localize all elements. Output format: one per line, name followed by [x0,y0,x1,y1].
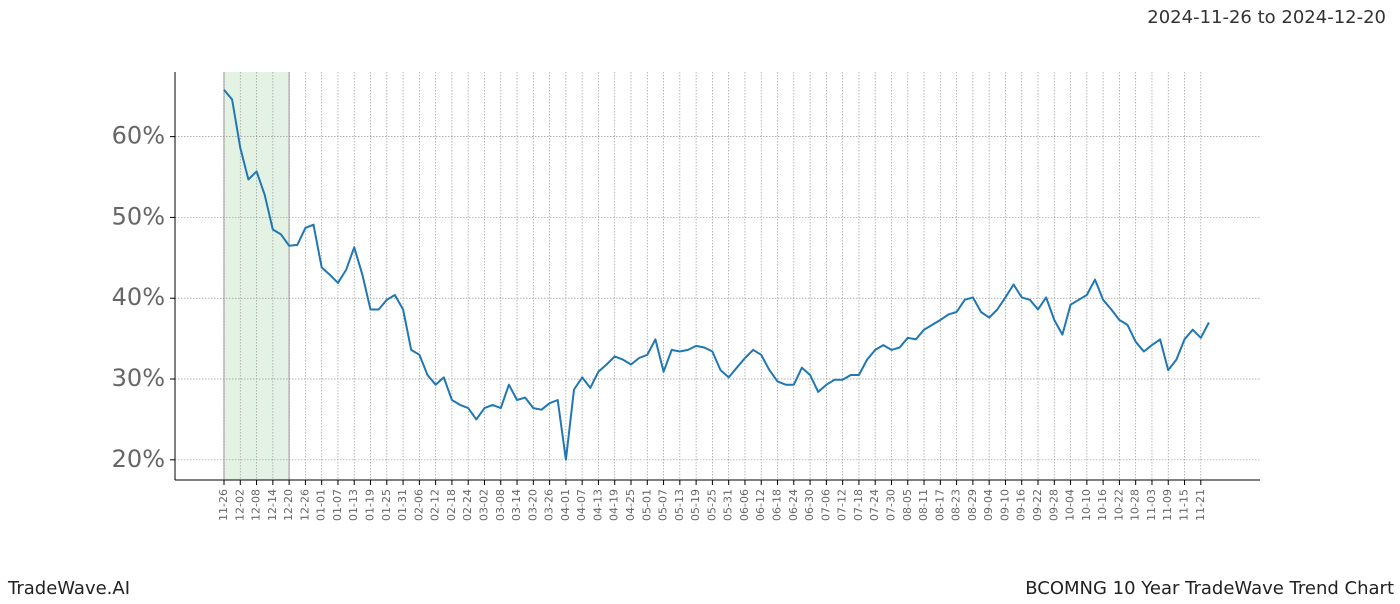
x-tick-label: 03-26 [543,489,556,521]
x-tick-label: 06-12 [754,489,767,521]
trend-line [223,89,1210,461]
chart-subtitle: BCOMNG 10 Year TradeWave Trend Chart [1025,578,1394,599]
x-tick-label: 07-12 [836,489,849,521]
x-tick-label: 12-08 [250,489,263,521]
date-range: 2024-11-26 to 2024-12-20 [1147,7,1386,28]
x-tick-label: 07-30 [884,489,897,521]
x-tick-label: 01-19 [364,489,377,521]
x-tick-label: 06-18 [771,489,784,521]
x-tick-label: 09-22 [1031,489,1044,521]
x-tick-label: 10-10 [1080,489,1093,521]
y-tick-label: 20% [112,445,165,473]
x-tick-label: 09-04 [982,489,995,521]
x-tick-label: 02-12 [429,489,442,521]
y-tick-label: 50% [112,202,165,230]
x-tick-label: 03-14 [510,489,523,521]
x-tick-label: 04-07 [575,489,588,521]
x-tick-label: 10-04 [1064,489,1077,521]
x-tick-label: 10-22 [1112,489,1125,521]
x-tick-label: 05-19 [689,489,702,521]
x-tick-label: 01-07 [331,489,344,521]
x-tick-label: 04-25 [624,489,637,521]
x-tick-label: 02-24 [461,489,474,521]
x-tick-label: 04-13 [591,489,604,521]
x-tick-label: 11-03 [1145,489,1158,521]
x-tick-label: 08-23 [950,489,963,521]
x-tick-label: 10-16 [1096,489,1109,521]
x-tick-label: 07-18 [852,489,865,521]
x-tick-label: 12-02 [233,489,246,521]
x-tick-label: 01-01 [315,489,328,521]
x-tick-label: 12-14 [266,489,279,521]
x-tick-label: 05-07 [657,489,670,521]
x-tick-label: 06-30 [803,489,816,521]
x-tick-label: 05-01 [640,489,653,521]
brand: TradeWave.AI [7,578,130,599]
x-tick-label: 08-29 [966,489,979,521]
x-tick-label: 01-25 [380,489,393,521]
x-tick-label: 04-19 [608,489,621,521]
x-tick-label: 09-16 [1015,489,1028,521]
x-tick-label: 11-15 [1178,489,1191,521]
x-tick-label: 07-24 [868,489,881,521]
x-tick-label: 08-11 [917,489,930,521]
x-tick-label: 02-06 [412,489,425,521]
x-tick-label: 05-25 [705,489,718,521]
x-tick-label: 08-05 [901,489,914,521]
x-tick-label: 10-28 [1129,489,1142,521]
x-tick-label: 09-28 [1047,489,1060,521]
x-tick-label: 02-18 [445,489,458,521]
x-tick-label: 01-13 [347,489,360,521]
x-tick-label: 12-26 [298,489,311,521]
y-tick-label: 30% [112,364,165,392]
x-tick-label: 09-10 [998,489,1011,521]
y-tick-label: 40% [112,283,165,311]
x-tick-label: 01-31 [396,489,409,521]
x-tick-label: 05-31 [722,489,735,521]
x-tick-label: 11-26 [217,489,230,521]
x-tick-label: 08-17 [933,489,946,521]
x-tick-label: 03-08 [494,489,507,521]
x-tick-label: 03-20 [526,489,539,521]
x-tick-label: 12-20 [282,489,295,521]
x-tick-label: 11-09 [1161,489,1174,521]
x-tick-label: 06-06 [738,489,751,521]
x-tick-label: 11-21 [1194,489,1207,521]
x-tick-label: 06-24 [787,489,800,521]
x-tick-label: 03-02 [477,489,490,521]
x-tick-label: 04-01 [559,489,572,521]
x-tick-label: 05-13 [673,489,686,521]
x-tick-label: 07-06 [819,489,832,521]
y-tick-label: 60% [112,122,165,150]
